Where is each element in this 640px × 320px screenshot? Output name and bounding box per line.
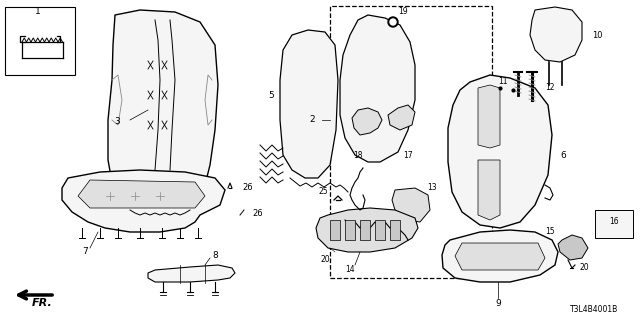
FancyBboxPatch shape (390, 220, 400, 240)
Text: 18: 18 (353, 150, 363, 159)
Text: T3L4B4001B: T3L4B4001B (570, 306, 618, 315)
Polygon shape (478, 160, 500, 220)
Text: 5: 5 (268, 91, 274, 100)
Text: 7: 7 (82, 247, 88, 257)
Text: 17: 17 (403, 150, 413, 159)
Polygon shape (62, 170, 225, 232)
Polygon shape (455, 243, 545, 270)
Text: 13: 13 (427, 183, 437, 193)
FancyBboxPatch shape (360, 220, 370, 240)
Polygon shape (148, 265, 235, 282)
Polygon shape (530, 7, 582, 62)
Circle shape (390, 19, 396, 25)
Polygon shape (442, 230, 558, 282)
Text: FR.: FR. (31, 298, 52, 308)
Polygon shape (316, 208, 418, 252)
Polygon shape (108, 10, 218, 212)
Polygon shape (558, 235, 588, 260)
FancyBboxPatch shape (330, 6, 492, 278)
Text: 15: 15 (545, 228, 555, 236)
Polygon shape (392, 188, 430, 222)
Text: 20: 20 (320, 255, 330, 265)
Text: 16: 16 (609, 218, 619, 227)
Text: 10: 10 (592, 30, 602, 39)
Text: 2: 2 (309, 116, 315, 124)
Text: 14: 14 (345, 266, 355, 275)
Text: 11: 11 (499, 77, 508, 86)
Circle shape (388, 17, 398, 27)
Polygon shape (340, 15, 415, 162)
Text: 25: 25 (318, 188, 328, 196)
Polygon shape (352, 108, 382, 135)
Text: 1: 1 (35, 7, 41, 17)
Text: 6: 6 (560, 150, 566, 159)
Polygon shape (478, 85, 500, 148)
Text: 19: 19 (398, 7, 408, 17)
FancyBboxPatch shape (595, 210, 633, 238)
Polygon shape (388, 105, 415, 130)
Polygon shape (78, 180, 205, 208)
FancyBboxPatch shape (330, 220, 340, 240)
Text: 9: 9 (495, 299, 501, 308)
Text: 26: 26 (252, 209, 262, 218)
FancyBboxPatch shape (375, 220, 385, 240)
Text: 12: 12 (545, 84, 554, 92)
Text: 3: 3 (115, 117, 120, 126)
Text: 8: 8 (212, 251, 218, 260)
Polygon shape (448, 75, 552, 228)
FancyBboxPatch shape (345, 220, 355, 240)
Text: 26: 26 (242, 183, 253, 193)
Polygon shape (280, 30, 338, 178)
Text: 20: 20 (580, 263, 589, 273)
FancyBboxPatch shape (5, 7, 75, 75)
